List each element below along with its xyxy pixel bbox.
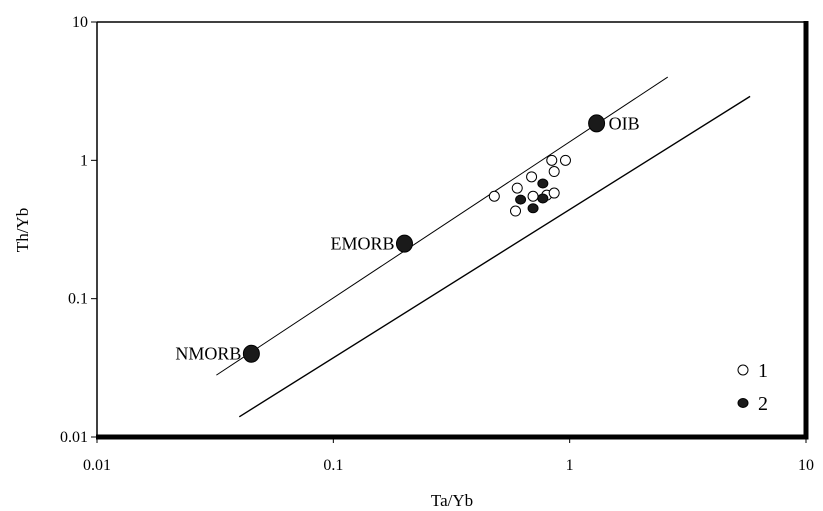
- data-point-series-1: [548, 166, 560, 178]
- data-points: [488, 154, 571, 217]
- x-axis-title: Ta/Yb: [431, 491, 473, 510]
- data-point-series-2: [515, 194, 527, 205]
- plot-frame-group: [96, 21, 809, 440]
- data-point-series-1: [559, 154, 571, 166]
- data-point-series-1: [488, 190, 500, 202]
- y-tick-label: 0.01: [60, 429, 88, 446]
- x-tick-label: 10: [798, 457, 814, 474]
- data-point-series-2: [527, 203, 539, 214]
- reference-points: NMORB EMORB OIB: [175, 113, 639, 363]
- reference-point-label: EMORB: [330, 234, 394, 254]
- x-tick-label: 1: [566, 457, 574, 474]
- legend-marker-series-1: [737, 364, 749, 376]
- reference-line-2: [238, 95, 751, 418]
- data-point-series-2: [537, 193, 549, 204]
- reference-point-emorb: [395, 234, 413, 253]
- y-axis-title: Th/Yb: [13, 208, 32, 252]
- y-tick-label: 0.1: [68, 291, 88, 308]
- y-tick-label: 10: [72, 14, 88, 31]
- data-point-series-1: [548, 187, 560, 199]
- legend: 12: [737, 360, 768, 415]
- reference-point-label: OIB: [609, 113, 640, 133]
- data-point-series-1: [511, 182, 523, 194]
- plot-area: [97, 22, 806, 437]
- data-point-series-1: [510, 205, 522, 217]
- x-tick-label: 0.01: [83, 457, 111, 474]
- reference-point-oib: [588, 114, 606, 133]
- data-point-series-2: [537, 178, 549, 189]
- data-point-series-1: [546, 154, 558, 166]
- legend-label: 1: [758, 360, 768, 382]
- reference-point-nmorb: [242, 344, 260, 363]
- legend-marker-series-2: [737, 398, 749, 408]
- axis-ticks: 0.01 0.1 1 10 0.01 0.1 1 10: [60, 14, 814, 474]
- legend-label: 2: [758, 393, 768, 415]
- x-tick-label: 0.1: [323, 457, 343, 474]
- reference-point-label: NMORB: [175, 344, 241, 364]
- y-tick-label: 1: [80, 152, 88, 169]
- data-point-series-1: [527, 190, 539, 202]
- data-point-series-1: [526, 171, 538, 183]
